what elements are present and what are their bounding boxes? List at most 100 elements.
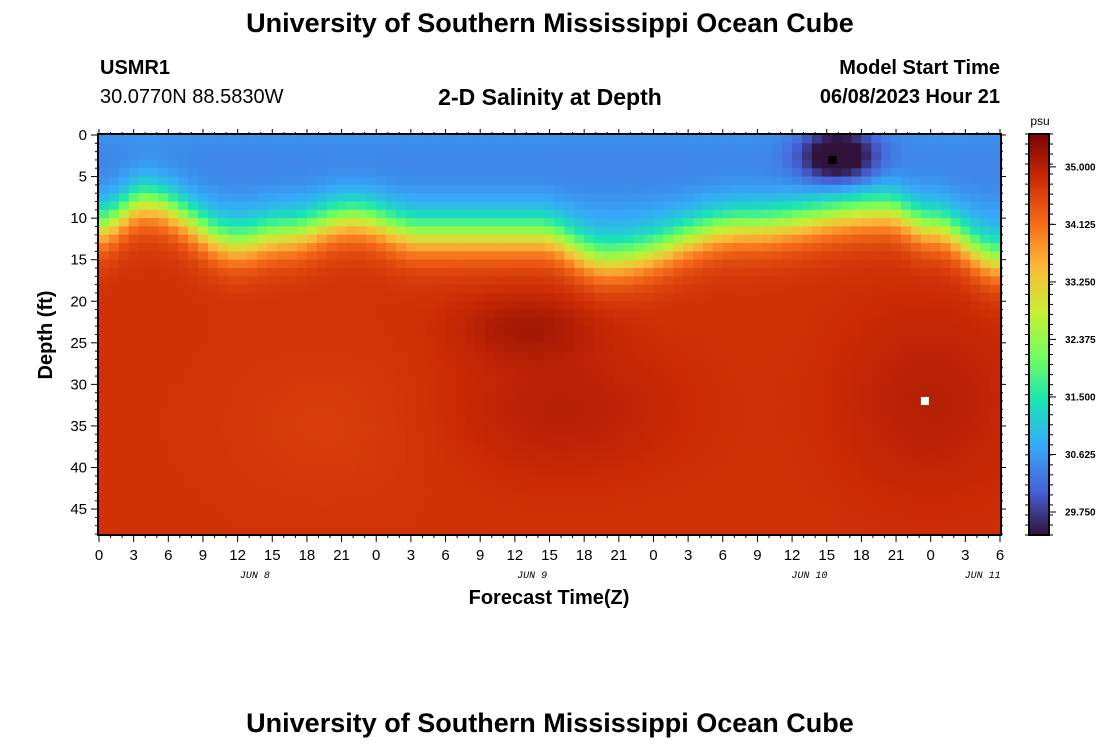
heatmap-cell — [514, 309, 526, 319]
heatmap-cell — [801, 243, 813, 252]
heatmap-cell — [782, 243, 793, 252]
heatmap-cell — [742, 376, 754, 385]
heatmap-cell — [237, 226, 249, 236]
heatmap-cell — [702, 384, 714, 394]
heatmap-cell — [772, 417, 783, 427]
heatmap-cell — [891, 509, 902, 518]
heatmap-cell — [297, 218, 308, 228]
heatmap-cell — [435, 342, 447, 352]
heatmap-cell — [673, 500, 684, 510]
heatmap-cell — [504, 251, 516, 261]
heatmap-cell — [504, 259, 516, 269]
heatmap-cell — [445, 184, 457, 194]
heatmap-cell — [940, 218, 952, 228]
heatmap-cell — [316, 151, 328, 161]
heatmap-cell — [801, 525, 813, 535]
heatmap-cell — [980, 351, 991, 361]
heatmap-cell — [445, 268, 457, 277]
heatmap-cell — [702, 334, 714, 344]
heatmap-cell — [366, 226, 377, 236]
heatmap-cell — [287, 243, 298, 252]
heatmap-cell — [435, 484, 447, 494]
heatmap-cell — [841, 326, 853, 336]
heatmap-cell — [871, 284, 882, 294]
heatmap-cell — [653, 209, 664, 219]
heatmap-cell — [108, 276, 120, 286]
heatmap-cell — [742, 193, 754, 203]
heatmap-cell — [514, 259, 526, 269]
heatmap-cell — [900, 450, 912, 460]
heatmap-cell — [514, 151, 526, 161]
heatmap-cell — [940, 359, 952, 369]
heatmap-cell — [603, 284, 615, 294]
heatmap-cell — [811, 209, 823, 219]
heatmap-cell — [425, 475, 437, 485]
heatmap-cell — [683, 401, 694, 410]
heatmap-cell — [267, 492, 278, 502]
heatmap-cell — [386, 268, 397, 277]
heatmap-cell — [742, 309, 754, 319]
heatmap-cell — [871, 168, 882, 178]
heatmap-cell — [257, 234, 268, 244]
heatmap-cell — [178, 334, 189, 344]
heatmap-cell — [534, 151, 546, 161]
heatmap-cell — [267, 376, 278, 385]
heatmap-cell — [356, 425, 367, 435]
heatmap-cell — [148, 392, 160, 402]
heatmap-cell — [198, 384, 209, 394]
heatmap-cell — [940, 376, 952, 385]
heatmap-cell — [990, 201, 1001, 211]
heatmap-cell — [881, 284, 892, 294]
heatmap-cell — [376, 284, 387, 294]
heatmap-cell — [336, 234, 348, 244]
heatmap-cell — [188, 342, 199, 352]
heatmap-cell — [881, 409, 892, 419]
heatmap-cell — [504, 209, 516, 219]
heatmap-cell — [425, 209, 437, 219]
heatmap-cell — [574, 193, 585, 203]
heatmap-cell — [465, 450, 476, 460]
heatmap-cell — [633, 342, 645, 352]
heatmap-cell — [564, 492, 575, 502]
heatmap-cell — [574, 184, 585, 194]
heatmap-cell — [217, 201, 229, 211]
heatmap-cell — [495, 151, 506, 161]
heatmap-cell — [504, 367, 516, 377]
heatmap-cell — [851, 467, 862, 477]
heatmap-cell — [138, 259, 150, 269]
heatmap-cell — [722, 309, 734, 319]
heatmap-cell — [376, 409, 387, 419]
heatmap-cell — [603, 159, 615, 169]
heatmap-cell — [801, 268, 813, 277]
heatmap-cell — [613, 376, 625, 385]
heatmap-cell — [287, 425, 298, 435]
heatmap-cell — [623, 309, 635, 319]
heatmap-cell — [217, 484, 229, 494]
heatmap-cell — [356, 243, 367, 252]
heatmap-cell — [752, 151, 763, 161]
heatmap-cell — [386, 317, 397, 327]
heatmap-cell — [861, 201, 872, 211]
heatmap-cell — [247, 317, 259, 327]
heatmap-cell — [217, 425, 229, 435]
heatmap-cell — [99, 367, 110, 377]
heatmap-cell — [217, 450, 229, 460]
heatmap-cell — [930, 517, 942, 527]
heatmap-cell — [811, 492, 823, 502]
heatmap-cell — [138, 184, 150, 194]
heatmap-cell — [792, 342, 803, 352]
heatmap-cell — [554, 193, 565, 203]
heatmap-cell — [722, 184, 734, 194]
heatmap-cell — [366, 268, 377, 277]
heatmap-cell — [376, 384, 387, 394]
heatmap-cell — [712, 143, 724, 153]
heatmap-cell — [237, 193, 249, 203]
heatmap-cell — [643, 251, 655, 261]
heatmap-cell — [792, 168, 803, 178]
heatmap-cell — [940, 509, 952, 518]
heatmap-cell — [762, 284, 773, 294]
heatmap-cell — [514, 284, 526, 294]
heatmap-cell — [564, 168, 575, 178]
heatmap-cell — [376, 317, 387, 327]
heatmap-cell — [554, 442, 565, 452]
